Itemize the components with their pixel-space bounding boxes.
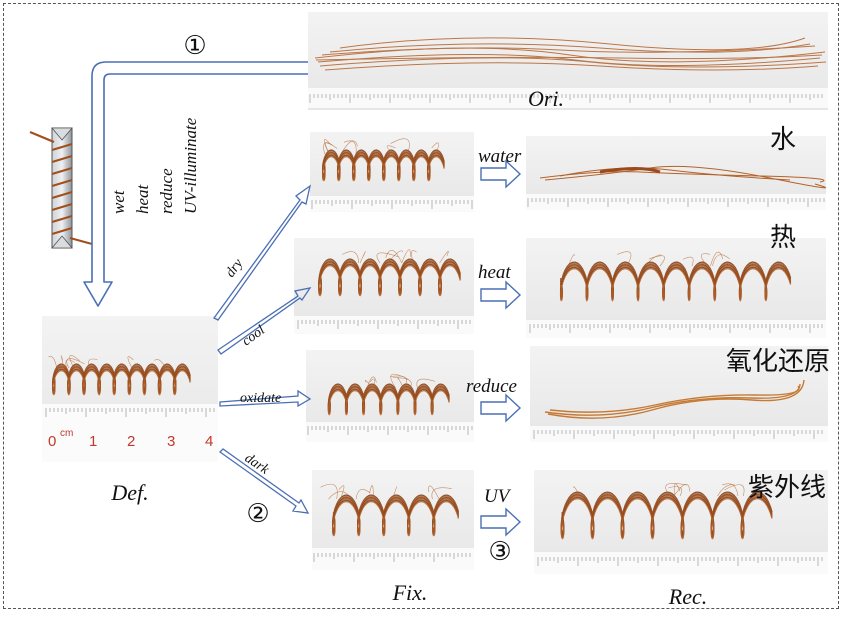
ruler-tick-2: 2 [127,433,135,450]
deformed-label: Def. [110,480,148,505]
deform-condition-reduce: reduce [157,168,176,214]
ruler-tick-0: 0 [48,433,56,450]
ruler-unit: cm [60,428,73,439]
recover-arrows [481,161,520,535]
recovered-label: Rec. [668,584,707,609]
fixed-label: Fix. [392,580,428,605]
fix-condition-cool: cool [240,323,268,349]
recover-condition-water: water [478,146,522,167]
photo-original [308,12,828,110]
photo-fixed-oxidate [306,350,474,442]
fix-condition-dry: dry [223,256,247,281]
photo-fixed-dark [312,470,474,570]
deform-condition-wet: wet [109,189,128,214]
photo-fixed-dry [310,132,474,212]
ruler-tick-3: 3 [167,433,175,450]
recover-condition-reduce: reduce [466,376,517,397]
fix-condition-oxidate: oxidate [240,391,281,406]
deform-condition-heat: heat [133,183,152,214]
photo-recovered-heat [526,238,826,338]
deform-condition-uv: UV-illuminate [181,117,200,214]
recover-condition-heat: heat [478,262,511,283]
step2-label: ② [246,499,269,529]
fix-condition-dark: dark [242,451,272,478]
stimulus-heat-cn: 热 [770,223,796,253]
ruler-tick-1: 1 [89,433,97,450]
stimulus-water-cn: 水 [770,125,796,155]
ruler-tick-4: 4 [205,433,213,450]
stimulus-uv-cn: 紫外线 [748,473,826,503]
step1-label: ① [183,31,206,61]
stimulus-redox-cn: 氧化还原 [726,347,830,377]
curling-rod-icon [30,128,92,248]
photo-fixed-cool [294,238,474,334]
step3-label: ③ [488,537,511,567]
original-label: Ori. [528,86,564,111]
recover-condition-uv: UV [484,486,512,507]
